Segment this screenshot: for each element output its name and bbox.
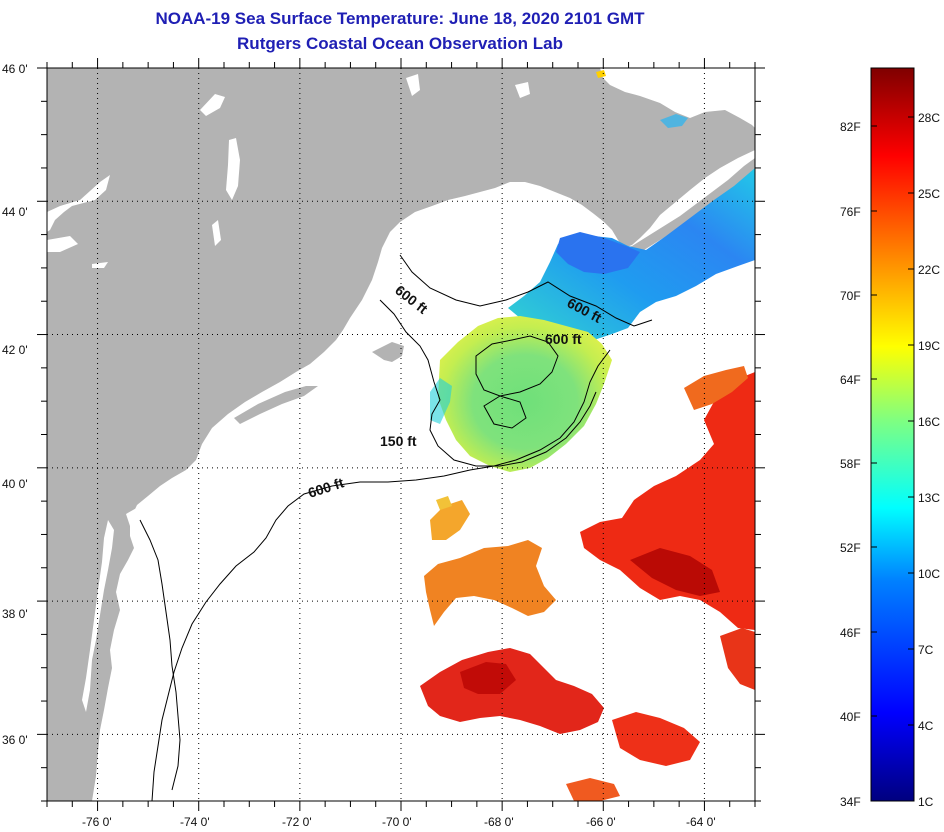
lon-label-74: -74 0' — [180, 815, 210, 829]
map-title: NOAA-19 Sea Surface Temperature: June 18… — [155, 9, 645, 28]
lon-label-66: -66 0' — [586, 815, 616, 829]
colorbar-celsius-labels: 28C 25C 22C 19C 16C 13C 10C 7C 4C 1C — [918, 111, 940, 809]
nova-scotia — [618, 158, 755, 256]
lat-label-38: 38 0' — [2, 607, 28, 621]
long-island — [234, 386, 318, 424]
cb-label-76f: 76F — [840, 205, 861, 219]
lon-label-70: -70 0' — [382, 815, 412, 829]
lat-label-40: 40 0' — [2, 477, 28, 491]
lon-label-72: -72 0' — [282, 815, 312, 829]
sst-warm-frag-4 — [566, 778, 620, 801]
map-area: 600 ft 600 ft 600 ft 150 ft 600 ft — [47, 68, 755, 801]
cb-label-1c: 1C — [918, 795, 934, 809]
cb-label-16c: 16C — [918, 415, 940, 429]
lon-label-64: -64 0' — [686, 815, 716, 829]
lat-label-42: 42 0' — [2, 343, 28, 357]
sst-warm-frag-5 — [720, 628, 755, 690]
lon-label-68: -68 0' — [484, 815, 514, 829]
contour-label-150ft: 150 ft — [380, 433, 417, 449]
cb-label-58f: 58F — [840, 457, 861, 471]
sst-cool-band — [430, 378, 452, 424]
sst-georges-bank — [438, 316, 612, 472]
sst-warm-east — [580, 372, 755, 630]
inland-lakes — [47, 74, 530, 268]
cb-label-28c: 28C — [918, 111, 940, 125]
sst-warm-frag-6 — [596, 70, 606, 78]
cb-label-25c: 25C — [918, 187, 940, 201]
cb-label-13c: 13C — [918, 491, 940, 505]
sst-warm-north — [684, 366, 748, 410]
cb-label-34f: 34F — [840, 795, 861, 809]
sst-warm-frag-2 — [436, 496, 452, 510]
lat-label-44: 44 0' — [2, 205, 28, 219]
cb-label-46f: 46F — [840, 626, 861, 640]
lon-label-76: -76 0' — [82, 815, 112, 829]
sst-warm-core-south — [460, 662, 516, 694]
colorbar-ticks — [871, 116, 914, 802]
sst-warm-frag-3 — [612, 712, 700, 766]
cb-label-52f: 52F — [840, 541, 861, 555]
cb-label-70f: 70F — [840, 289, 861, 303]
delaware-bay — [126, 506, 150, 526]
lat-label-46: 46 0' — [2, 62, 28, 76]
sst-warm-south — [420, 648, 604, 734]
cb-label-10c: 10C — [918, 567, 940, 581]
cb-label-22c: 22C — [918, 263, 940, 277]
sst-warm-core-east — [630, 548, 720, 596]
sst-warm-center — [424, 540, 556, 626]
frame-ticks — [37, 58, 765, 811]
cb-label-7c: 7C — [918, 643, 934, 657]
cb-label-64f: 64F — [840, 373, 861, 387]
sst-bay-of-fundy — [660, 114, 688, 128]
sst-cold-core — [556, 232, 640, 274]
bathymetry-contours — [139, 254, 653, 801]
cape-cod — [372, 342, 404, 362]
lat-label-36: 36 0' — [2, 733, 28, 747]
cb-label-4c: 4C — [918, 719, 934, 733]
colorbar-fahrenheit-labels: 82F 76F 70F 64F 58F 52F 46F 40F 34F — [840, 120, 861, 809]
contour-label-600ft-3: 600 ft — [545, 331, 582, 347]
graticule-grid — [47, 68, 755, 801]
cb-label-19c: 19C — [918, 339, 940, 353]
cb-label-40f: 40F — [840, 710, 861, 724]
chesapeake-bay — [82, 520, 114, 712]
colorbar — [870, 67, 915, 802]
cb-label-82f: 82F — [840, 120, 861, 134]
map-subtitle: Rutgers Coastal Ocean Observation Lab — [237, 34, 563, 53]
land-mass — [47, 68, 755, 801]
